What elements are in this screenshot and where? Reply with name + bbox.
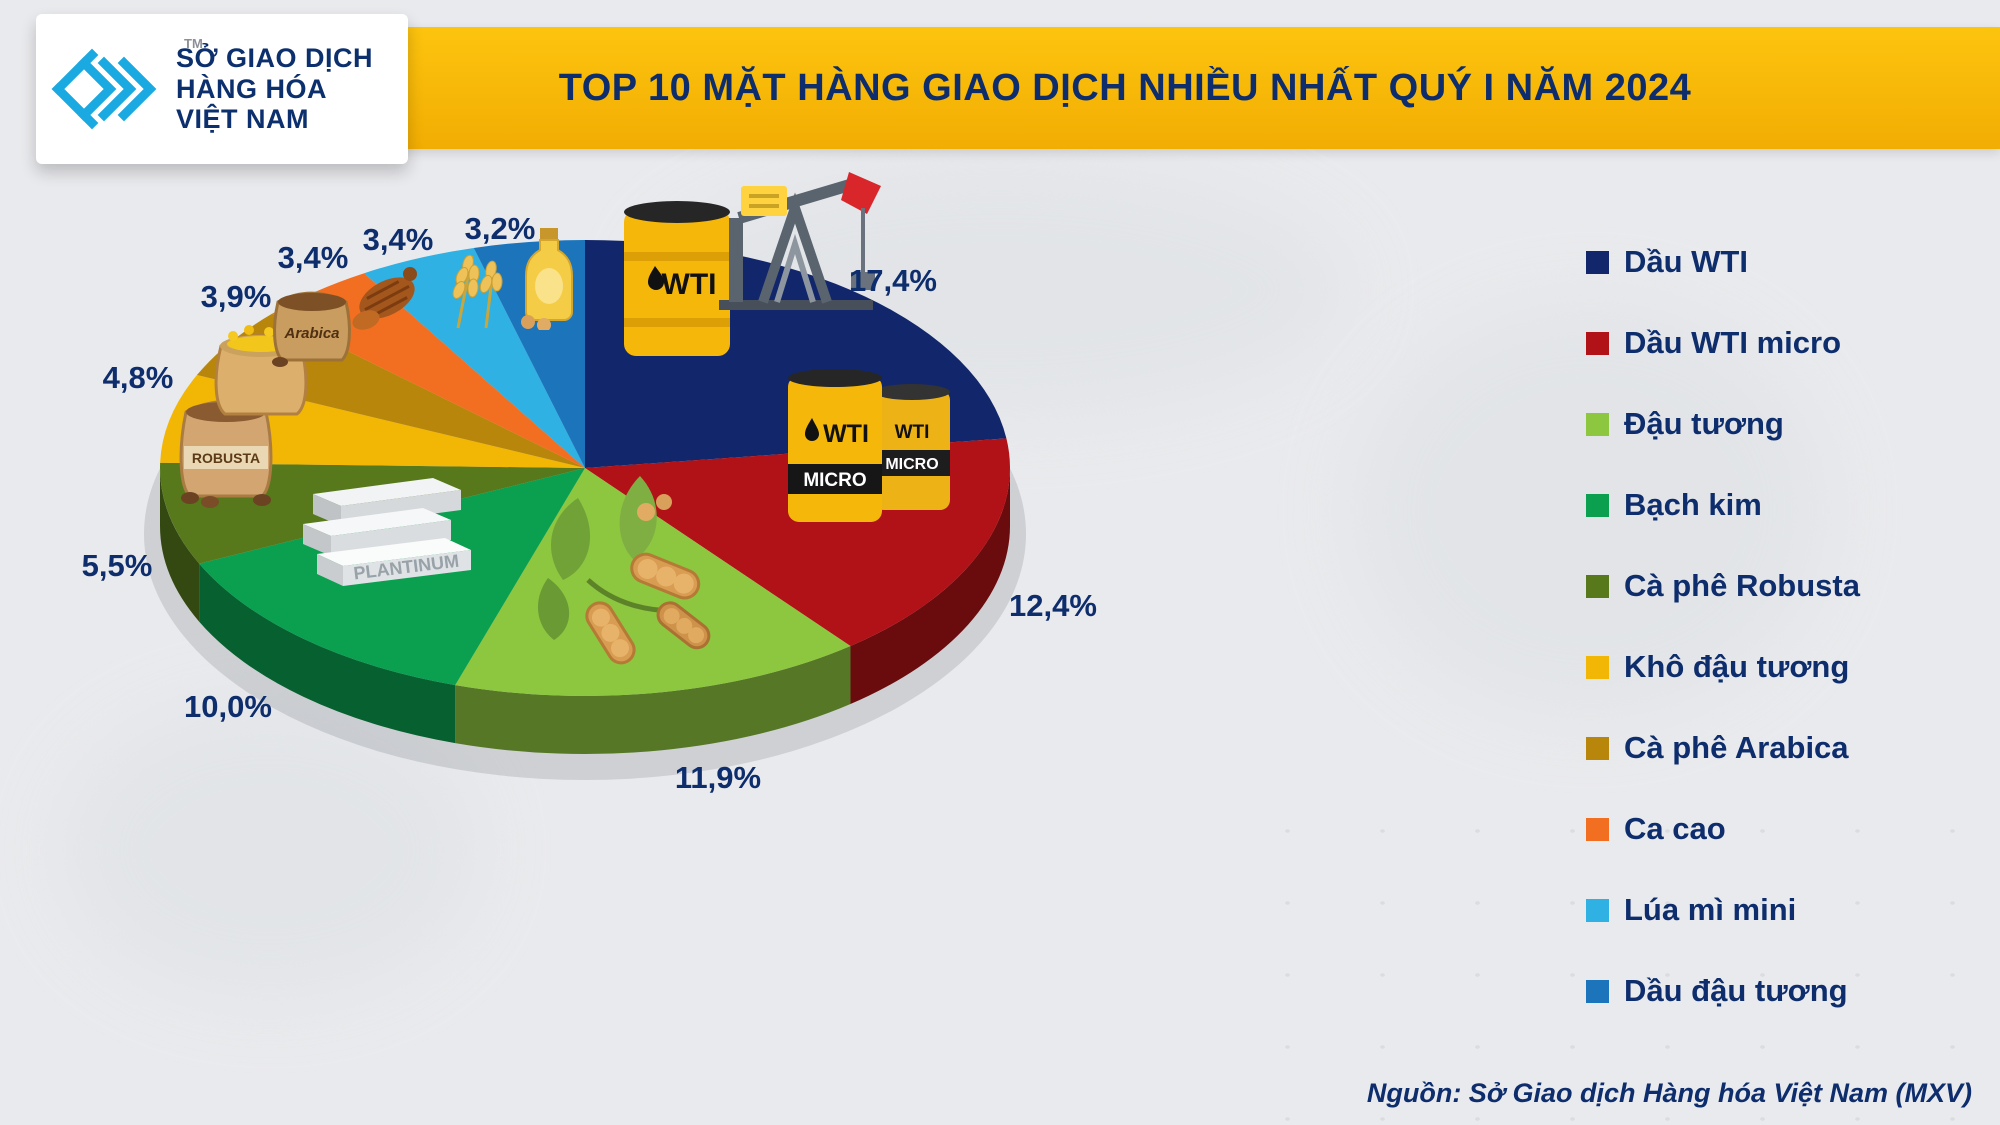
soybean-plant-illustration <box>518 458 742 675</box>
legend-swatch <box>1586 979 1609 1003</box>
source-note: Nguồn: Sở Giao dịch Hàng hóa Việt Nam (M… <box>1366 1078 1972 1108</box>
legend-label: Dầu WTI micro <box>1624 325 1842 360</box>
wti-barrel-label: WTI <box>662 268 717 301</box>
legend-label: Dầu WTI <box>1624 244 1748 279</box>
pump-jack-illustration <box>703 156 891 323</box>
wti-micro-barrels-illustration: WTI MICRO WTI MICRO <box>780 366 958 535</box>
legend-swatch <box>1586 331 1609 355</box>
logo-line-2: HÀNG HÓA <box>176 73 327 104</box>
micro-barrel-front: WTI MICRO <box>788 369 882 522</box>
legend-item: Cà phê Robusta <box>1586 568 1860 604</box>
legend-item: Bạch kim <box>1586 487 1860 523</box>
micro-barrel-back: WTI MICRO <box>874 384 950 510</box>
legend-item: Đậu tương <box>1586 406 1860 442</box>
background-map-blob <box>60 700 480 1000</box>
platinum-bars-illustration: PLANTINUM <box>283 466 495 603</box>
mxv-logo-icon <box>51 48 157 130</box>
legend-label: Khô đậu tương <box>1624 649 1850 684</box>
cocoa-illustration <box>342 256 434 343</box>
pie-slice-side <box>199 563 456 744</box>
legend-swatch <box>1586 898 1609 922</box>
svg-text:WTI: WTI <box>823 420 869 448</box>
pie-slice <box>364 247 585 468</box>
arabica-bag-illustration: Arabica <box>266 282 358 375</box>
logo-line-1: SỞ GIAO DỊCH <box>176 42 374 73</box>
legend-label: Dầu đậu tương <box>1624 973 1848 1008</box>
legend-swatch <box>1586 736 1609 760</box>
legend-item: Cà phê Arabica <box>1586 730 1860 766</box>
trademark-mark: TM <box>184 36 203 51</box>
legend: Dầu WTI Dầu WTI micro Đậu tương Bạch kim Cà … <box>1586 244 1860 1009</box>
pie-slice-side <box>850 468 1010 705</box>
legend-swatch <box>1586 574 1609 598</box>
legend-label: Lúa mì mini <box>1624 892 1797 927</box>
svg-text:MICRO: MICRO <box>885 456 938 473</box>
legend-label: Ca cao <box>1624 811 1726 846</box>
robusta-bag-illustration: ROBUSTA <box>172 390 280 513</box>
arabica-bag-label: Arabica <box>283 325 339 342</box>
robusta-bag-label: ROBUSTA <box>192 450 260 466</box>
legend-item: Lúa mì mini <box>1586 892 1860 928</box>
pie-slice-side <box>160 468 200 622</box>
wheat-illustration <box>428 238 516 335</box>
logo-line-3: VIỆT NAM <box>176 104 310 135</box>
page-title: TOP 10 MẶT HÀNG GIAO DỊCH NHIỀU NHẤT QUÝ… <box>558 66 1692 109</box>
soy-oil-bottle-illustration <box>512 224 588 335</box>
legend-item: Ca cao <box>1586 811 1860 847</box>
background-network-dots <box>1240 795 2000 1125</box>
legend-label: Đậu tương <box>1624 406 1784 441</box>
header-banner: TOP 10 MẶT HÀNG GIAO DỊCH NHIỀU NHẤT QUÝ… <box>250 27 2000 149</box>
svg-text:MICRO: MICRO <box>803 470 866 491</box>
legend-swatch <box>1586 250 1609 274</box>
pie-slice-side <box>455 646 851 755</box>
legend-label: Bạch kim <box>1624 487 1762 522</box>
legend-swatch <box>1586 655 1609 679</box>
legend-item: Dầu WTI micro <box>1586 325 1860 361</box>
legend-label: Cà phê Robusta <box>1624 568 1860 603</box>
legend-swatch <box>1586 412 1609 436</box>
legend-item: Khô đậu tương <box>1586 649 1860 685</box>
legend-swatch <box>1586 817 1609 841</box>
legend-item: Dầu WTI <box>1586 244 1860 280</box>
mxv-logo-text: SỞ GIAO DỊCH HÀNG HÓA VIỆT NAM <box>176 43 373 135</box>
mxv-logo-card: TM SỞ GIAO DỊCH HÀNG HÓA VIỆT NAM <box>36 14 408 164</box>
legend-label: Cà phê Arabica <box>1624 730 1849 765</box>
legend-item: Dầu đậu tương <box>1586 973 1860 1009</box>
svg-text:WTI: WTI <box>895 422 930 443</box>
wti-barrel-illustration: WTI <box>617 198 737 371</box>
legend-swatch <box>1586 493 1609 517</box>
